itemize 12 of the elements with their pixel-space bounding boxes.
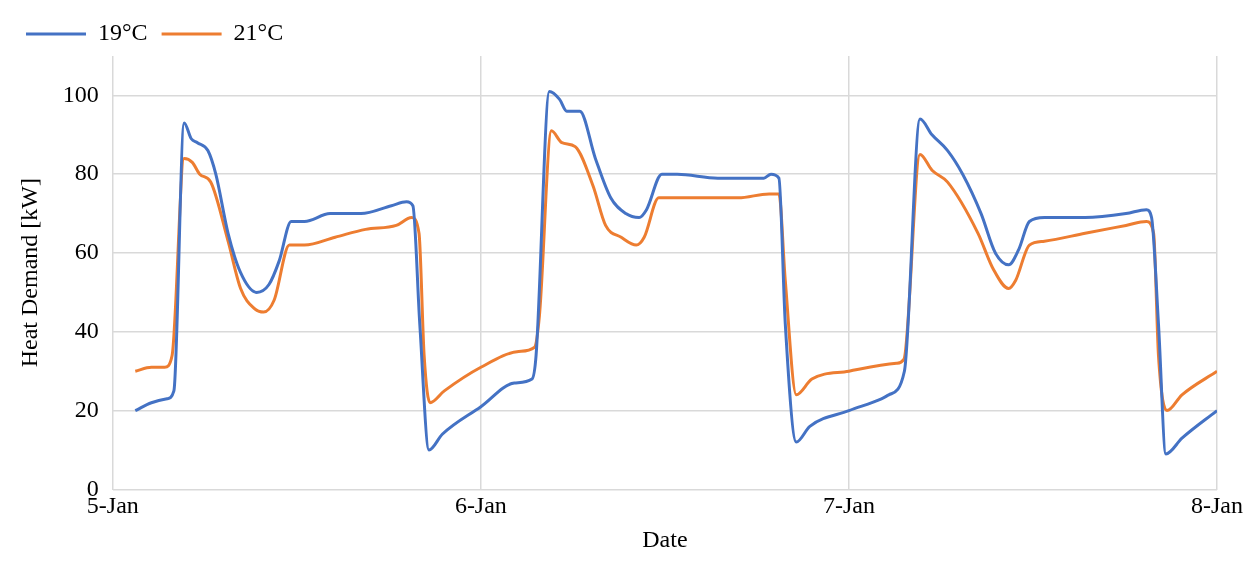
x-tick-label: 6-Jan — [454, 492, 507, 519]
y-tick-label: 20 — [74, 395, 99, 422]
y-tick-label: 80 — [74, 159, 99, 186]
x-tick-label: 7-Jan — [822, 492, 875, 519]
y-tick-label: 60 — [74, 238, 99, 265]
legend-label: 19°C — [98, 19, 148, 46]
x-axis-title: Date — [642, 525, 688, 552]
legend-label: 21°C — [233, 19, 284, 46]
y-tick-label: 100 — [62, 80, 99, 107]
y-axis-title: Heat Demand [kW] — [15, 178, 42, 368]
x-tick-label: 8-Jan — [1191, 492, 1243, 519]
y-tick-label: 40 — [74, 317, 99, 344]
